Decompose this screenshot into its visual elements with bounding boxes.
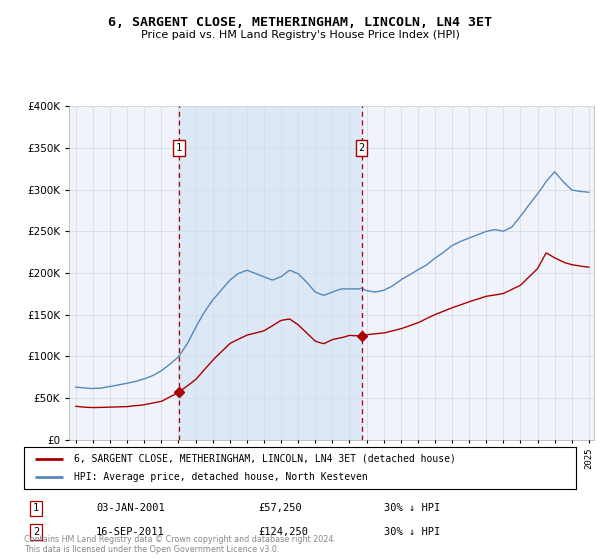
Text: HPI: Average price, detached house, North Kesteven: HPI: Average price, detached house, Nort…: [74, 472, 367, 482]
Text: 1: 1: [33, 503, 39, 514]
Text: 03-JAN-2001: 03-JAN-2001: [96, 503, 165, 514]
Text: 2: 2: [358, 143, 365, 153]
Text: 6, SARGENT CLOSE, METHERINGHAM, LINCOLN, LN4 3ET (detached house): 6, SARGENT CLOSE, METHERINGHAM, LINCOLN,…: [74, 454, 455, 464]
Text: 2: 2: [33, 527, 39, 537]
Text: 16-SEP-2011: 16-SEP-2011: [96, 527, 165, 537]
Text: Price paid vs. HM Land Registry's House Price Index (HPI): Price paid vs. HM Land Registry's House …: [140, 30, 460, 40]
Text: 1: 1: [176, 143, 182, 153]
Bar: [179, 106, 362, 440]
Text: 30% ↓ HPI: 30% ↓ HPI: [384, 503, 440, 514]
Text: £124,250: £124,250: [258, 527, 308, 537]
Text: £57,250: £57,250: [258, 503, 302, 514]
Text: Contains HM Land Registry data © Crown copyright and database right 2024.
This d: Contains HM Land Registry data © Crown c…: [24, 535, 336, 554]
Text: 30% ↓ HPI: 30% ↓ HPI: [384, 527, 440, 537]
Text: 6, SARGENT CLOSE, METHERINGHAM, LINCOLN, LN4 3ET: 6, SARGENT CLOSE, METHERINGHAM, LINCOLN,…: [108, 16, 492, 29]
